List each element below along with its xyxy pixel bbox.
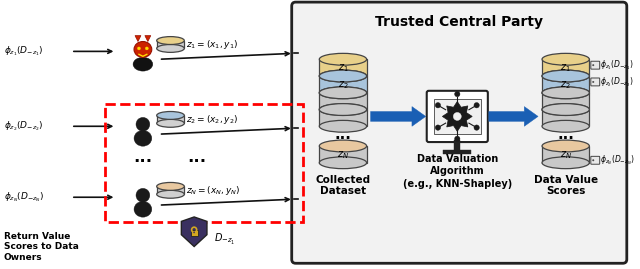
Text: $\phi_{z_2}(D_{-z_2})$: $\phi_{z_2}(D_{-z_2})$	[600, 75, 634, 89]
Text: $z_1$: $z_1$	[560, 63, 571, 75]
FancyBboxPatch shape	[591, 61, 600, 69]
Bar	[319, 59, 367, 76]
Ellipse shape	[319, 87, 367, 99]
Ellipse shape	[542, 140, 589, 152]
Ellipse shape	[157, 44, 184, 52]
Polygon shape	[145, 36, 151, 41]
Ellipse shape	[319, 140, 367, 152]
Bar	[542, 146, 589, 163]
Ellipse shape	[593, 65, 594, 66]
Bar	[319, 76, 367, 93]
Ellipse shape	[542, 104, 589, 115]
Ellipse shape	[542, 104, 589, 115]
Ellipse shape	[593, 81, 594, 83]
Text: $z_N$: $z_N$	[559, 149, 572, 161]
Text: Collected
Dataset: Collected Dataset	[316, 175, 371, 196]
Bar	[434, 99, 481, 134]
Bar	[542, 76, 589, 93]
Ellipse shape	[134, 201, 152, 217]
Bar	[157, 186, 184, 194]
Ellipse shape	[134, 130, 152, 146]
Bar	[319, 93, 367, 109]
Bar	[157, 41, 184, 48]
Polygon shape	[442, 101, 472, 131]
Ellipse shape	[157, 37, 184, 44]
Bar	[319, 109, 367, 126]
Ellipse shape	[542, 53, 589, 65]
Text: Data Valuation
Algorithm
(e.g., KNN-Shapley): Data Valuation Algorithm (e.g., KNN-Shap…	[403, 154, 512, 189]
Ellipse shape	[134, 41, 152, 57]
Ellipse shape	[145, 47, 148, 50]
FancyBboxPatch shape	[427, 91, 488, 142]
Text: $z_2$: $z_2$	[338, 79, 348, 91]
Ellipse shape	[136, 117, 150, 131]
Bar	[542, 109, 589, 126]
Ellipse shape	[157, 190, 184, 198]
Text: $z_N$: $z_N$	[337, 149, 349, 161]
Ellipse shape	[319, 157, 367, 169]
Text: $z_2$: $z_2$	[561, 79, 571, 91]
Ellipse shape	[474, 125, 479, 130]
Ellipse shape	[319, 87, 367, 99]
Ellipse shape	[454, 136, 460, 141]
Text: Trusted Central Party: Trusted Central Party	[375, 15, 543, 29]
Bar	[542, 59, 589, 76]
Ellipse shape	[136, 188, 150, 202]
Text: Data Value
Scores: Data Value Scores	[534, 175, 598, 196]
Ellipse shape	[319, 104, 367, 115]
Ellipse shape	[474, 102, 479, 108]
Ellipse shape	[542, 120, 589, 132]
Ellipse shape	[138, 47, 140, 50]
Ellipse shape	[319, 70, 367, 82]
Text: $\phi_{z_1}(D_{-z_1})$: $\phi_{z_1}(D_{-z_1})$	[4, 45, 44, 58]
Ellipse shape	[453, 112, 461, 121]
Text: $D_{-z_1}$: $D_{-z_1}$	[214, 232, 236, 247]
Polygon shape	[489, 107, 538, 126]
Ellipse shape	[319, 70, 367, 82]
Ellipse shape	[542, 70, 589, 82]
FancyBboxPatch shape	[591, 156, 600, 164]
Text: $\phi_{z_N}(D_{-z_N})$: $\phi_{z_N}(D_{-z_N})$	[4, 190, 44, 204]
Bar	[191, 230, 198, 236]
Ellipse shape	[157, 119, 184, 127]
Text: $\phi_{z_N}(D_{-z_N})$: $\phi_{z_N}(D_{-z_N})$	[600, 154, 635, 167]
Polygon shape	[181, 217, 207, 246]
FancyBboxPatch shape	[292, 2, 627, 263]
Bar	[444, 150, 471, 154]
FancyBboxPatch shape	[591, 78, 600, 86]
Polygon shape	[135, 36, 141, 41]
Ellipse shape	[542, 87, 589, 99]
Text: $z_N = (x_N, y_N)$: $z_N = (x_N, y_N)$	[186, 184, 241, 197]
Text: $\phi_{z_1}(D_{-z_1})$: $\phi_{z_1}(D_{-z_1})$	[600, 58, 634, 72]
Ellipse shape	[319, 104, 367, 115]
Text: ...: ...	[133, 148, 152, 166]
Text: $z_2 = (x_2, y_2)$: $z_2 = (x_2, y_2)$	[186, 113, 238, 126]
Ellipse shape	[319, 53, 367, 65]
Polygon shape	[371, 107, 426, 126]
Bar	[454, 140, 460, 150]
Bar	[319, 146, 367, 163]
Text: $\phi_{z_2}(D_{-z_2})$: $\phi_{z_2}(D_{-z_2})$	[4, 119, 44, 133]
Text: $z_1 = (x_1, y_1)$: $z_1 = (x_1, y_1)$	[186, 38, 238, 51]
Ellipse shape	[435, 125, 440, 130]
Text: $z_1$: $z_1$	[337, 63, 348, 75]
Bar	[157, 115, 184, 123]
Ellipse shape	[193, 232, 195, 233]
Ellipse shape	[454, 91, 460, 97]
Text: ...: ...	[188, 148, 207, 166]
Ellipse shape	[157, 112, 184, 119]
Text: Return Value
Scores to Data
Owners: Return Value Scores to Data Owners	[4, 232, 79, 261]
Bar	[542, 93, 589, 109]
Ellipse shape	[542, 70, 589, 82]
Text: ...: ...	[335, 127, 351, 142]
Bar	[106, 104, 303, 222]
Ellipse shape	[133, 57, 153, 71]
Ellipse shape	[593, 160, 594, 161]
Ellipse shape	[542, 157, 589, 169]
Ellipse shape	[319, 120, 367, 132]
Ellipse shape	[542, 87, 589, 99]
Ellipse shape	[157, 182, 184, 190]
Text: ...: ...	[557, 127, 574, 142]
Ellipse shape	[435, 102, 440, 108]
